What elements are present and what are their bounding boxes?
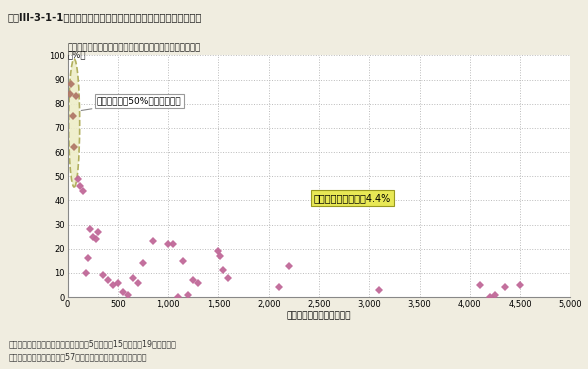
- Text: （%）: （%）: [68, 50, 86, 59]
- Text: （注）関連企業の防需依存度の分布（5年（平成15年〜平成19年）平均）: （注）関連企業の防需依存度の分布（5年（平成15年〜平成19年）平均）: [9, 340, 177, 349]
- Text: 防需依存度が50%を超える企業: 防需依存度が50%を超える企業: [81, 97, 182, 110]
- Text: 総売上額に占める防衛省向け売上額の割合（防需依存度）: 総売上額に占める防衛省向け売上額の割合（防需依存度）: [68, 44, 201, 52]
- Text: 〜防衛省による関連企業57社へのアンケート調査に基づく〜: 〜防衛省による関連企業57社へのアンケート調査に基づく〜: [9, 353, 148, 362]
- Text: 全体の防需依存度：4.4%: 全体の防需依存度：4.4%: [314, 193, 391, 203]
- X-axis label: 各企業の総売上額（億円）: 各企業の総売上額（億円）: [287, 311, 351, 321]
- Ellipse shape: [69, 59, 80, 187]
- Text: 図表III-3-1-1　わが国における防衛産業の規模および防需依存度: 図表III-3-1-1 わが国における防衛産業の規模および防需依存度: [7, 13, 202, 23]
